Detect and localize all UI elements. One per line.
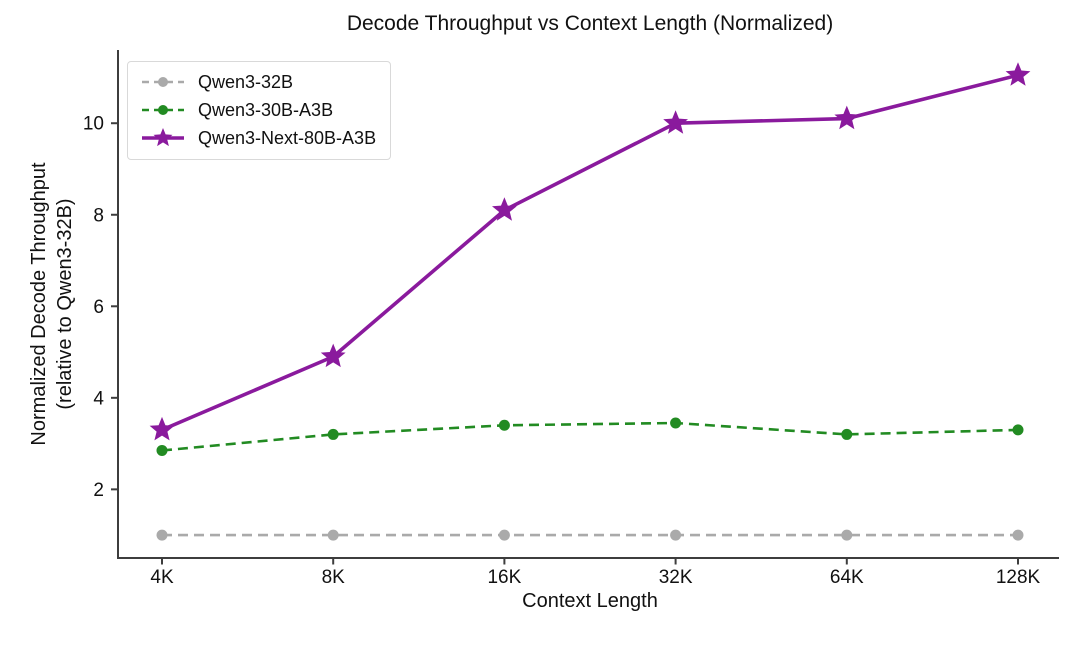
legend-swatch-green-circle [142, 105, 184, 115]
legend-label: Qwen3-32B [198, 71, 294, 92]
legend-item-qwen3-next-80b-a3b: Qwen3-Next-80B-A3B [140, 127, 376, 149]
x-axis-label: Context Length [522, 590, 658, 612]
svg-text:4K: 4K [150, 567, 174, 588]
svg-text:128K: 128K [996, 567, 1041, 588]
legend-swatch-purple-star [142, 128, 184, 147]
svg-text:64K: 64K [830, 567, 864, 588]
svg-text:10: 10 [83, 114, 104, 135]
svg-text:32K: 32K [659, 567, 693, 588]
legend-item-qwen3-32b: Qwen3-32B [140, 71, 376, 93]
svg-text:8: 8 [93, 205, 104, 226]
svg-text:2: 2 [93, 480, 104, 501]
svg-text:4: 4 [93, 388, 104, 409]
legend-swatch-gray-circle [142, 77, 184, 87]
legend: Qwen3-32B Qwen3-30B-A3B Qwen3-Next-80B-A… [127, 61, 392, 160]
svg-text:8K: 8K [322, 567, 346, 588]
svg-text:6: 6 [93, 297, 104, 318]
svg-text:16K: 16K [487, 567, 521, 588]
legend-label: Qwen3-Next-80B-A3B [198, 127, 377, 148]
legend-item-qwen3-30b-a3b: Qwen3-30B-A3B [140, 99, 376, 121]
chart-title: Decode Throughput vs Context Length (Nor… [346, 12, 834, 35]
legend-label: Qwen3-30B-A3B [198, 99, 334, 120]
